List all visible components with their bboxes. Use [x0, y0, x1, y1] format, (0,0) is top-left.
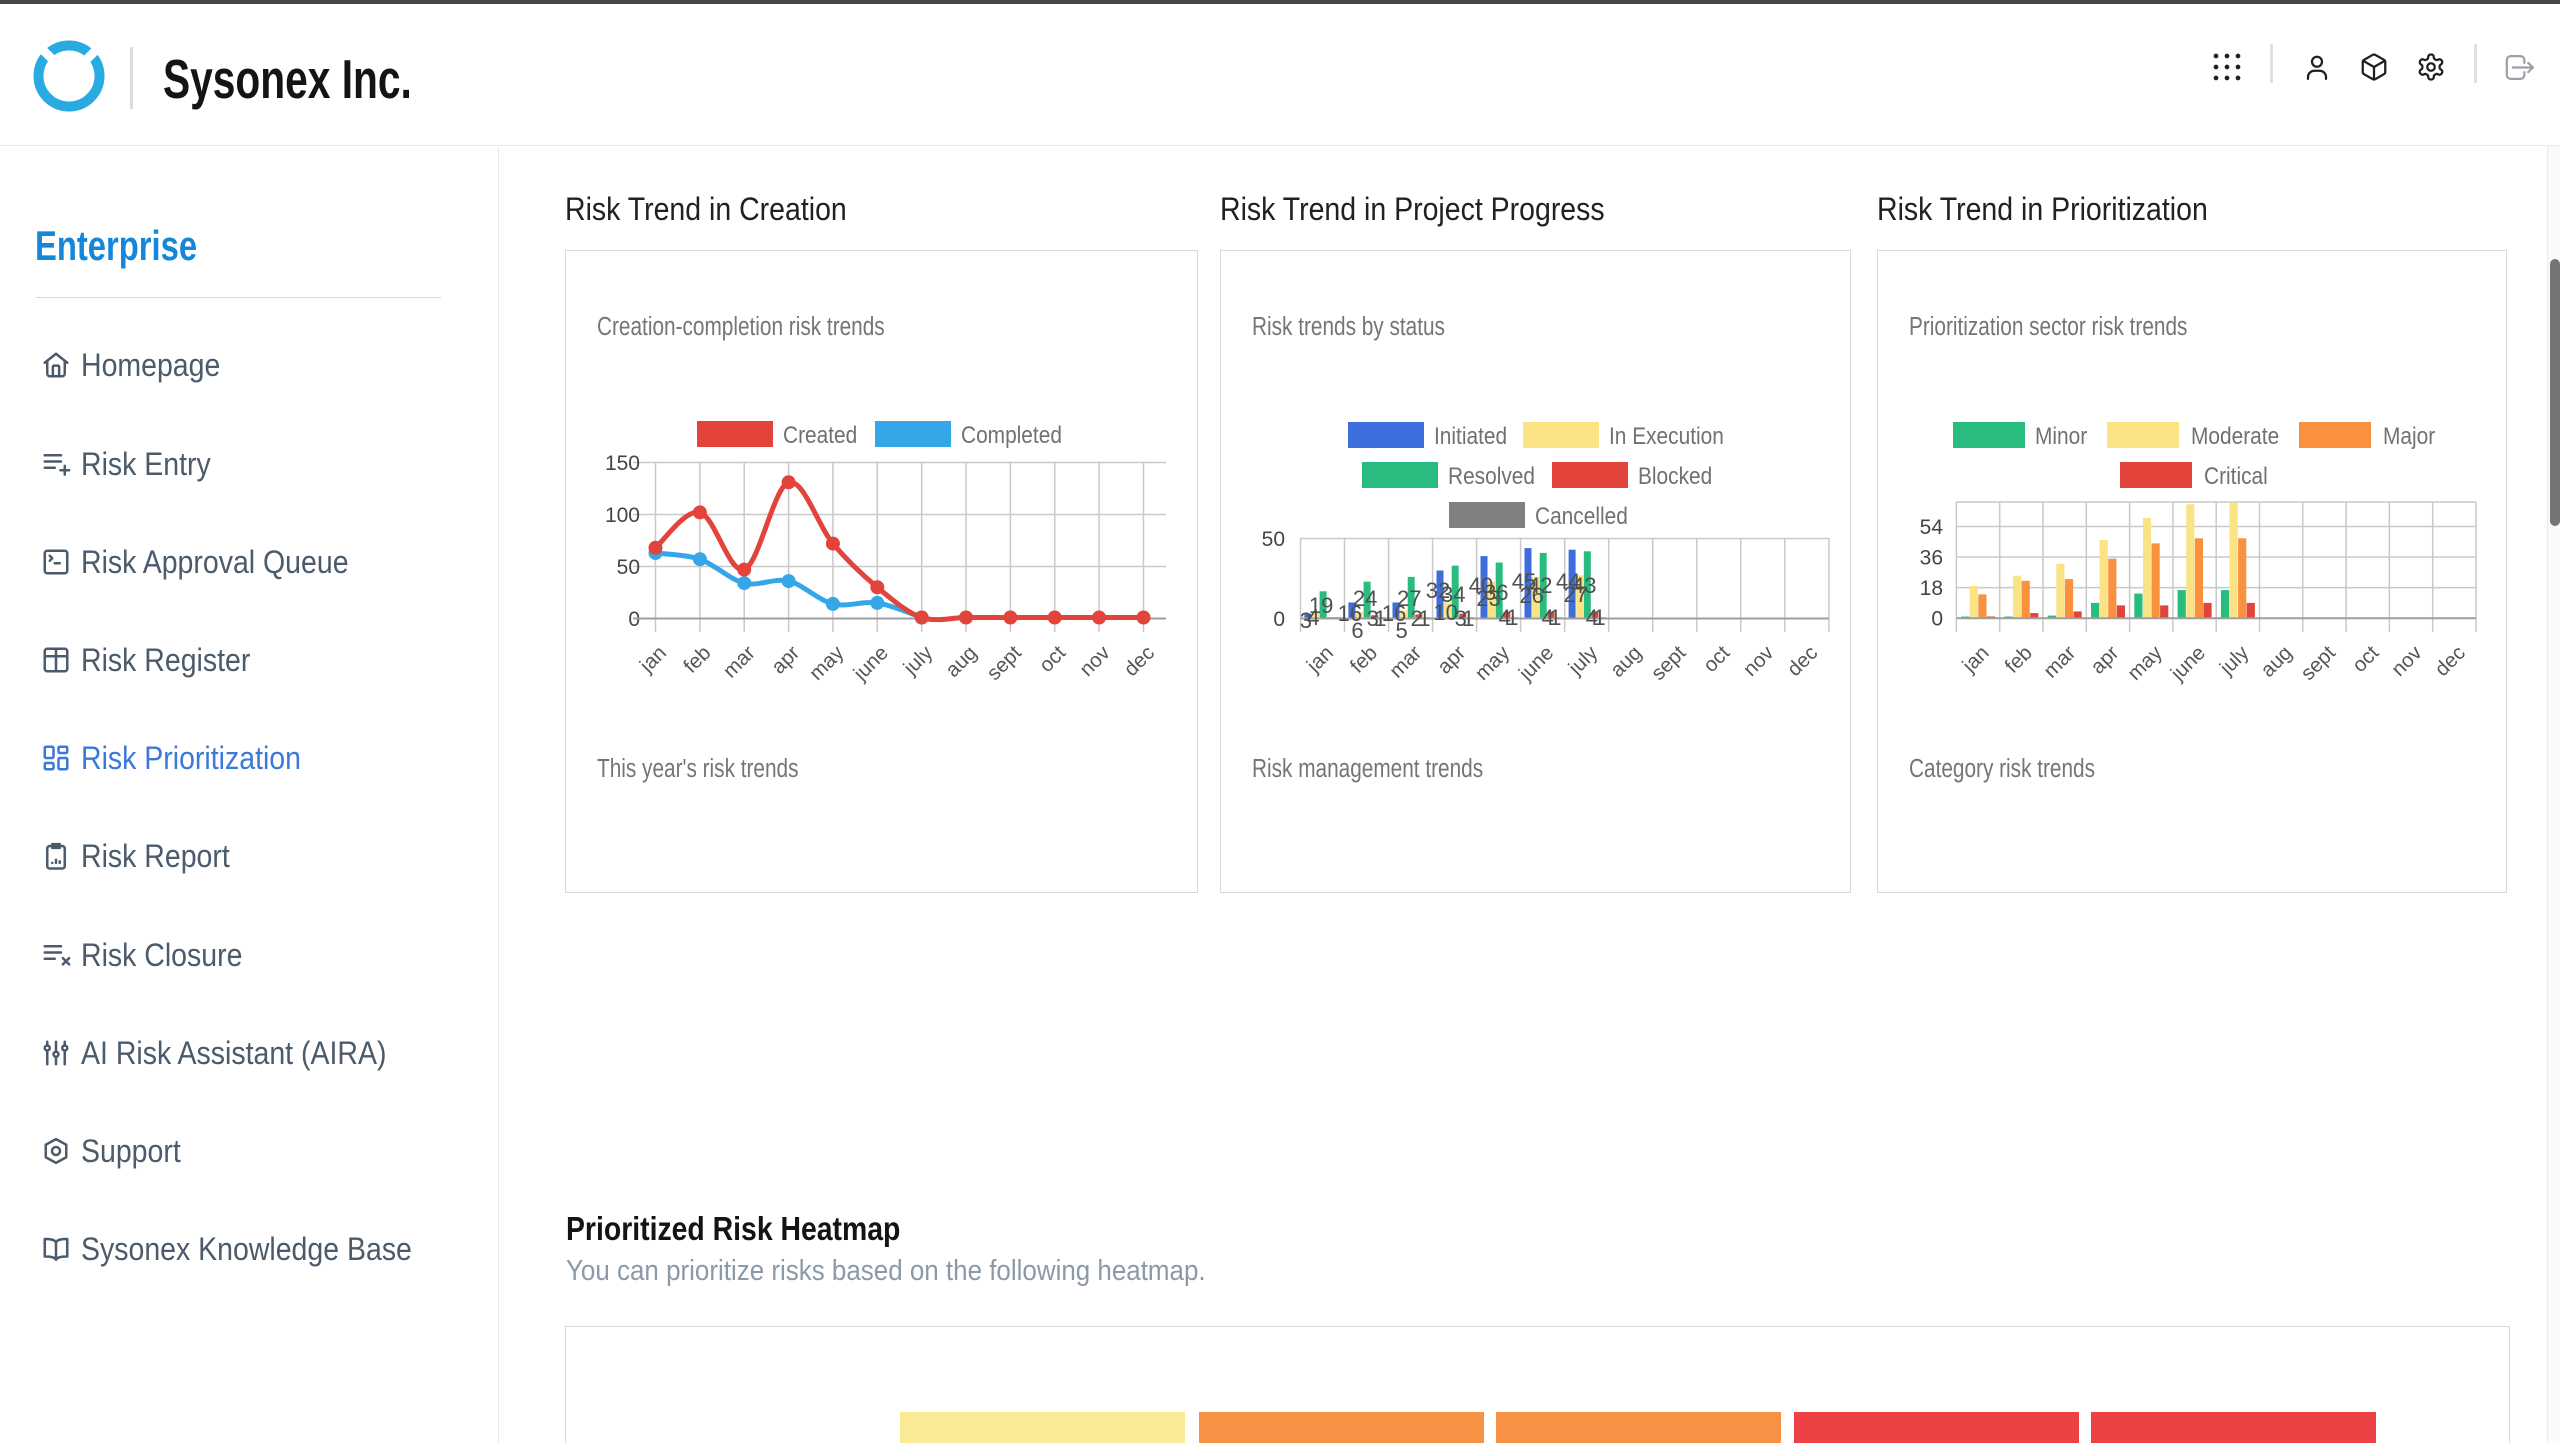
svg-text:16: 16	[1382, 601, 1406, 626]
svg-text:1: 1	[1506, 605, 1518, 630]
svg-text:jan: jan	[1302, 641, 1338, 677]
svg-text:may: may	[1470, 641, 1514, 685]
svg-text:nov: nov	[2387, 641, 2427, 681]
svg-text:dec: dec	[1783, 641, 1823, 681]
svg-text:26: 26	[1519, 583, 1543, 608]
svg-text:Major: Major	[2383, 423, 2436, 450]
svg-text:june: june	[1514, 641, 1558, 685]
svg-text:mar: mar	[719, 641, 760, 682]
svg-text:50: 50	[617, 556, 640, 579]
svg-text:mar: mar	[2039, 641, 2080, 682]
svg-text:feb: feb	[679, 641, 715, 677]
svg-text:34: 34	[1441, 582, 1465, 607]
svg-text:june: june	[848, 641, 892, 685]
svg-text:nov: nov	[1739, 641, 1779, 681]
svg-text:sept: sept	[2296, 641, 2340, 685]
svg-text:27: 27	[1397, 586, 1421, 611]
svg-text:Creation-completion risk trend: Creation-completion risk trends	[597, 312, 885, 341]
svg-text:oct: oct	[2348, 641, 2384, 677]
svg-text:may: may	[805, 641, 849, 685]
svg-text:4: 4	[1499, 605, 1511, 630]
svg-text:1: 1	[1549, 605, 1561, 630]
svg-text:27: 27	[1563, 582, 1587, 607]
svg-text:6: 6	[1351, 618, 1363, 643]
svg-text:Prioritization sector risk tre: Prioritization sector risk trends	[1909, 312, 2187, 341]
svg-text:oct: oct	[1035, 641, 1071, 677]
svg-text:june: june	[2166, 641, 2210, 685]
svg-text:feb: feb	[2000, 641, 2036, 677]
svg-text:aug: aug	[2256, 641, 2296, 681]
svg-text:In Execution: In Execution	[1609, 423, 1724, 450]
svg-text:Moderate: Moderate	[2191, 423, 2279, 450]
svg-text:36: 36	[1484, 580, 1508, 605]
svg-text:4: 4	[1542, 605, 1554, 630]
svg-text:36: 36	[1920, 547, 1943, 570]
svg-text:4: 4	[1586, 605, 1598, 630]
svg-text:16: 16	[1338, 601, 1362, 626]
svg-text:apr: apr	[767, 641, 804, 678]
svg-text:dec: dec	[2430, 641, 2470, 681]
svg-text:1: 1	[1418, 606, 1430, 631]
svg-text:mar: mar	[1385, 641, 1426, 682]
svg-text:Critical: Critical	[2204, 463, 2268, 490]
svg-text:feb: feb	[1346, 641, 1382, 677]
svg-text:54: 54	[1920, 516, 1944, 539]
svg-text:50: 50	[1262, 528, 1285, 551]
svg-text:Created: Created	[783, 422, 857, 449]
svg-text:Category risk trends: Category risk trends	[1909, 754, 2095, 783]
svg-text:jan: jan	[635, 641, 671, 677]
svg-text:july: july	[899, 641, 938, 680]
svg-text:2: 2	[1411, 606, 1423, 631]
svg-text:Cancelled: Cancelled	[1535, 503, 1628, 530]
svg-text:100: 100	[605, 504, 640, 527]
svg-text:3: 3	[1367, 606, 1379, 631]
svg-text:july: july	[2215, 641, 2254, 680]
svg-text:1: 1	[1374, 606, 1386, 631]
svg-text:Risk trends by status: Risk trends by status	[1252, 312, 1445, 341]
svg-text:nov: nov	[1075, 641, 1115, 681]
svg-text:19: 19	[1309, 593, 1333, 618]
svg-text:44: 44	[1556, 569, 1580, 594]
svg-text:apr: apr	[1433, 641, 1470, 678]
svg-text:40: 40	[1469, 573, 1493, 598]
svg-text:sept: sept	[982, 641, 1026, 685]
svg-text:Initiated: Initiated	[1434, 423, 1507, 450]
svg-text:Blocked: Blocked	[1638, 463, 1712, 490]
svg-text:23: 23	[1476, 586, 1500, 611]
svg-text:150: 150	[605, 452, 640, 475]
svg-text:oct: oct	[1699, 641, 1735, 677]
svg-text:24: 24	[1353, 586, 1377, 611]
svg-text:43: 43	[1572, 573, 1596, 598]
svg-text:Resolved: Resolved	[1448, 463, 1535, 490]
svg-text:sept: sept	[1647, 641, 1691, 685]
svg-text:3: 3	[1300, 608, 1312, 633]
svg-text:32: 32	[1426, 578, 1450, 603]
svg-text:42: 42	[1528, 573, 1552, 598]
svg-text:This year's risk trends: This year's risk trends	[597, 754, 799, 783]
svg-text:july: july	[1564, 641, 1603, 680]
svg-text:3: 3	[1455, 606, 1467, 631]
svg-text:0: 0	[1273, 608, 1285, 631]
svg-text:dec: dec	[1119, 641, 1159, 681]
svg-text:Risk management trends: Risk management trends	[1252, 754, 1483, 783]
svg-text:may: may	[2123, 641, 2167, 685]
svg-text:4: 4	[1307, 605, 1319, 630]
svg-text:aug: aug	[941, 641, 981, 681]
svg-text:0: 0	[1931, 608, 1943, 631]
svg-text:45: 45	[1512, 569, 1536, 594]
svg-text:1: 1	[1462, 606, 1474, 631]
svg-text:10: 10	[1433, 600, 1457, 625]
svg-text:18: 18	[1920, 577, 1943, 600]
svg-text:1: 1	[1593, 605, 1605, 630]
svg-text:5: 5	[1395, 618, 1407, 643]
svg-text:apr: apr	[2086, 641, 2123, 678]
svg-text:jan: jan	[1957, 641, 1993, 677]
svg-text:aug: aug	[1606, 641, 1646, 681]
svg-text:Minor: Minor	[2035, 423, 2088, 450]
svg-text:Completed: Completed	[961, 422, 1062, 449]
